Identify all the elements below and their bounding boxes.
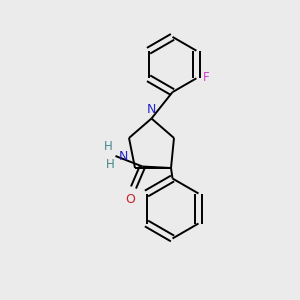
Text: O: O bbox=[125, 193, 135, 206]
Text: F: F bbox=[203, 71, 210, 84]
Text: N: N bbox=[118, 149, 128, 163]
Text: H: H bbox=[106, 158, 115, 170]
Text: N: N bbox=[147, 103, 156, 116]
Text: H: H bbox=[104, 140, 113, 153]
